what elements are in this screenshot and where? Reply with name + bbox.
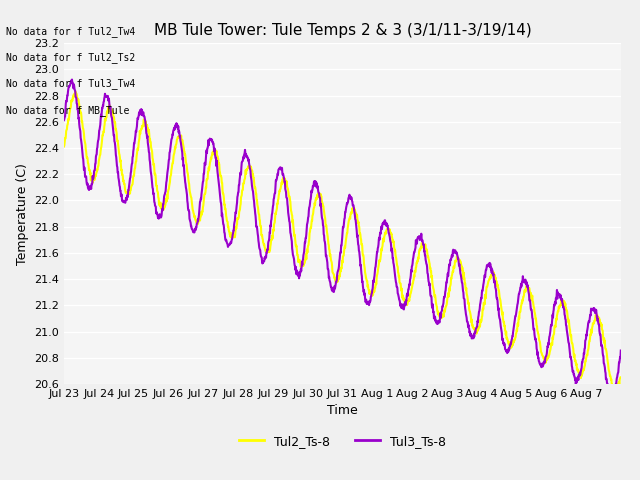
Tul3_Ts-8 <box>474 319 482 325</box>
Tul2_Ts-8 <box>72 88 79 94</box>
Tul3_Ts-8 <box>611 388 618 394</box>
Text: No data for f MB_Tule: No data for f MB_Tule <box>6 105 130 116</box>
Tul2_Ts-8 <box>556 303 563 309</box>
Tul2_Ts-8 <box>60 144 68 149</box>
Tul3_Ts-8 <box>556 292 563 298</box>
Text: No data for f Tul2_Tw4: No data for f Tul2_Tw4 <box>6 25 136 36</box>
Tul2_Ts-8 <box>611 388 618 394</box>
Line: Tul3_Ts-8: Tul3_Ts-8 <box>64 80 621 398</box>
Tul3_Ts-8 <box>68 77 76 83</box>
Tul2_Ts-8 <box>328 263 336 268</box>
Tul2_Ts-8 <box>474 325 482 331</box>
Line: Tul2_Ts-8: Tul2_Ts-8 <box>64 91 621 391</box>
X-axis label: Time: Time <box>327 405 358 418</box>
Tul3_Ts-8 <box>60 117 68 123</box>
Legend: Tul2_Ts-8, Tul3_Ts-8: Tul2_Ts-8, Tul3_Ts-8 <box>234 430 451 453</box>
Tul3_Ts-8 <box>607 395 615 401</box>
Tul2_Ts-8 <box>617 374 625 380</box>
Tul3_Ts-8 <box>328 288 336 293</box>
Tul3_Ts-8 <box>317 211 325 216</box>
Title: MB Tule Tower: Tule Temps 2 & 3 (3/1/11-3/19/14): MB Tule Tower: Tule Temps 2 & 3 (3/1/11-… <box>154 23 531 38</box>
Tul2_Ts-8 <box>148 146 156 152</box>
Tul3_Ts-8 <box>617 348 625 353</box>
Tul2_Ts-8 <box>317 196 325 202</box>
Y-axis label: Temperature (C): Temperature (C) <box>15 163 29 264</box>
Text: No data for f Tul2_Ts2: No data for f Tul2_Ts2 <box>6 52 136 63</box>
Tul2_Ts-8 <box>610 383 618 389</box>
Tul3_Ts-8 <box>148 173 156 179</box>
Text: No data for f Tul3_Tw4: No data for f Tul3_Tw4 <box>6 78 136 89</box>
